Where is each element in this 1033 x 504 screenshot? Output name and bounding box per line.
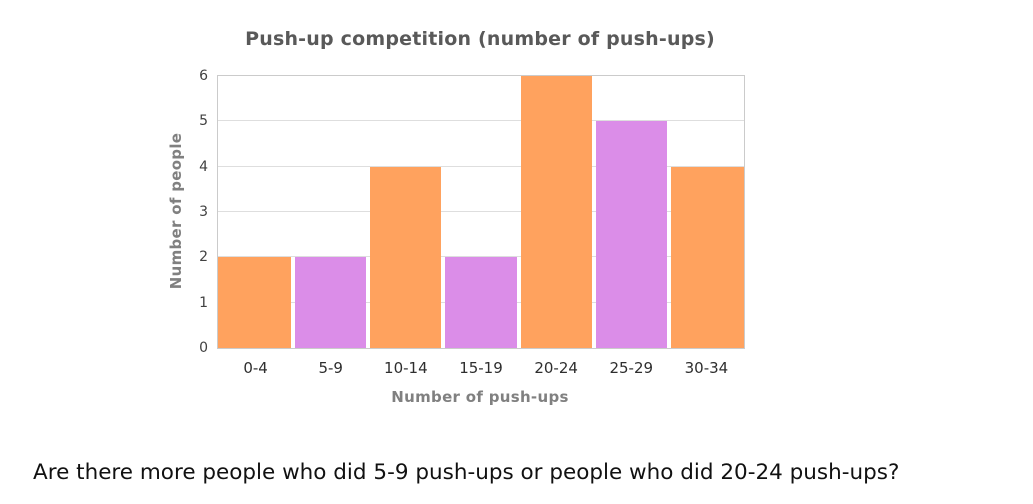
bar-15-19 [445, 257, 517, 348]
y-tick-label-0: 0 [199, 340, 208, 356]
x-tick-label-10-14: 10-14 [384, 359, 428, 377]
histogram-figure: Push-up competition (number of push-ups)… [167, 28, 745, 406]
x-tick-label-15-19: 15-19 [459, 359, 503, 377]
bar-5-9 [295, 257, 367, 348]
plot-area [217, 75, 745, 349]
y-tick-label-6: 6 [199, 68, 208, 84]
y-tick-label-2: 2 [199, 249, 208, 266]
x-axis-title: Number of push-ups [391, 388, 569, 406]
chart-title: Push-up competition (number of push-ups) [245, 28, 715, 50]
gridline-y3 [218, 211, 744, 212]
bar-10-14 [370, 166, 442, 348]
gridline-y4 [218, 165, 744, 167]
bar-0-4 [218, 257, 292, 348]
x-tick-label-25-29: 25-29 [609, 359, 654, 377]
y-tick-label-3: 3 [199, 204, 208, 220]
x-tick-label-0-4: 0-4 [243, 359, 268, 377]
question-text: Are there more people who did 5-9 push-u… [33, 460, 900, 485]
gridline-y2 [218, 256, 744, 258]
y-tick-label-1: 1 [199, 294, 208, 311]
bar-30-34 [670, 166, 744, 348]
y-tick-label-5: 5 [199, 113, 208, 130]
y-tick-label-4: 4 [199, 158, 208, 175]
bar-25-29 [595, 121, 667, 348]
bar-20-24 [520, 76, 592, 348]
gridline-y5 [218, 120, 744, 122]
x-tick-label-20-24: 20-24 [534, 359, 578, 377]
x-tick-label-30-34: 30-34 [684, 359, 729, 377]
x-tick-label-5-9: 5-9 [318, 359, 343, 377]
